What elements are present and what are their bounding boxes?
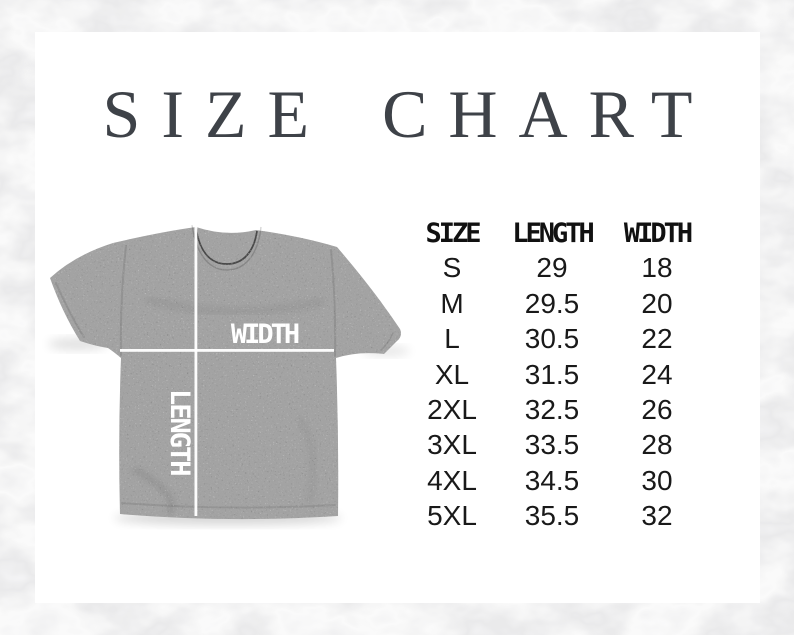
- column-header-width: WIDTH: [623, 218, 693, 249]
- column-header-size: SIZE: [425, 218, 481, 249]
- cell-width: 22: [641, 323, 673, 355]
- cell-width: 26: [641, 393, 673, 425]
- cell-width: 24: [641, 358, 673, 390]
- column-header-length: LENGTH: [512, 218, 595, 249]
- shirt-length-label: LENGTH: [164, 388, 195, 475]
- cell-length: 33.5: [524, 429, 580, 461]
- cell-length: 32.5: [524, 393, 580, 425]
- cell-width: 20: [641, 287, 673, 319]
- cell-width: 28: [641, 429, 673, 461]
- tshirt-silhouette: [50, 227, 401, 520]
- cell-length: 34.5: [524, 464, 580, 496]
- cell-length: 29.5: [524, 287, 580, 319]
- length-measure-line: [194, 223, 198, 516]
- cell-width: 30: [641, 464, 673, 496]
- size-chart-card: SIZE CHART: [35, 32, 760, 603]
- cell-length: 35.5: [524, 500, 580, 532]
- tshirt-seams: [55, 245, 394, 516]
- cell-size: 2XL: [427, 393, 477, 425]
- cell-width: 32: [641, 500, 673, 532]
- tshirt-graphic: [48, 223, 410, 525]
- page-title: SIZE CHART: [102, 76, 714, 152]
- shirt-width-label: WIDTH: [230, 319, 300, 350]
- cell-size: M: [440, 287, 464, 319]
- cell-size: 5XL: [427, 500, 477, 532]
- cell-size: 3XL: [427, 429, 477, 461]
- width-measure-line: [120, 349, 334, 352]
- tshirt-collar: [191, 224, 262, 271]
- cell-width: 18: [641, 252, 673, 284]
- cell-size: XL: [434, 358, 470, 390]
- size-table: SIZE LENGTH WIDTH S 29 18 M 29.5 20 L 30…: [398, 215, 716, 534]
- cell-size: L: [444, 323, 460, 355]
- cell-length: 29: [536, 252, 568, 284]
- cell-length: 31.5: [524, 358, 580, 390]
- cell-size: S: [442, 252, 462, 284]
- cell-length: 30.5: [524, 323, 580, 355]
- cell-size: 4XL: [427, 464, 477, 496]
